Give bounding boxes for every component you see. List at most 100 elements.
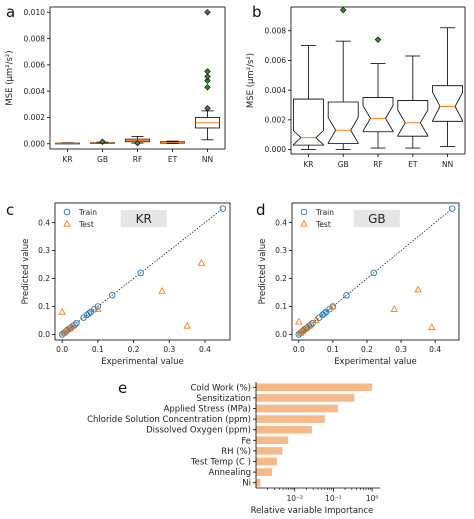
x-tick-label: 0.3 <box>395 345 407 354</box>
test-point <box>58 307 66 315</box>
legend-train-label: Train <box>315 208 334 217</box>
bar-label: Applied Stress (MPa) <box>164 405 251 415</box>
importance-bar <box>256 383 373 392</box>
y-tick-label: 0.000 <box>24 139 46 148</box>
test-point <box>427 323 436 331</box>
outlier-point <box>204 105 211 112</box>
y-axis-label: Predicted value <box>21 239 31 305</box>
test-point <box>158 286 166 294</box>
outlier-point <box>204 83 211 91</box>
y-tick-label: 0.3 <box>275 246 287 255</box>
x-tick-label: GB <box>338 160 349 169</box>
train-point <box>108 292 116 299</box>
panel-label-a: a <box>6 3 15 21</box>
y-tick-label: 0.006 <box>24 61 46 70</box>
test-point <box>414 285 422 293</box>
x-tick-label: 0.3 <box>163 345 175 354</box>
outlier-point <box>374 36 382 43</box>
x-tick-label: 0.0 <box>293 345 305 354</box>
legend-test-marker <box>300 219 308 227</box>
box <box>362 97 394 133</box>
axes-frame-c <box>54 202 231 341</box>
y-tick-label: 0.1 <box>38 302 50 311</box>
panel-label-c: c <box>6 201 14 219</box>
identity-line <box>298 208 453 335</box>
train-point <box>448 205 456 212</box>
x-tick-label: 0.0 <box>56 345 68 354</box>
importance-bar <box>256 468 273 476</box>
x-tick-label: ET <box>168 155 178 164</box>
x-axis-label: Experimental value <box>334 357 417 367</box>
box <box>327 101 359 145</box>
y-axis-label: Predicted value <box>258 239 268 305</box>
y-tick-label: 0.000 <box>265 145 287 154</box>
legend-train-marker <box>300 208 308 216</box>
train-point <box>219 205 227 212</box>
train-point <box>73 319 80 327</box>
importance-bar <box>256 394 355 402</box>
outlier-point <box>134 139 141 147</box>
outlier-point <box>99 138 106 145</box>
test-point <box>94 305 102 312</box>
chart-title: KR <box>136 212 152 226</box>
y-tick-label: 0.1 <box>275 302 287 311</box>
box <box>432 85 464 122</box>
importance-bar <box>256 404 338 413</box>
x-tick-label: ET <box>408 160 418 169</box>
x-tick-label: KR <box>62 155 72 164</box>
train-point <box>321 310 328 317</box>
y-axis-label: MSE (μm²/s²) <box>246 53 256 108</box>
test-point <box>197 258 206 266</box>
x-tick-label: 10⁰ <box>366 494 379 503</box>
train-point <box>370 269 378 277</box>
y-tick-label: 0.004 <box>24 87 46 96</box>
test-point <box>183 321 191 329</box>
x-axis-label: Experimental value <box>101 357 184 367</box>
bar-label: Annealing <box>208 468 251 478</box>
y-tick-label: 0.002 <box>265 116 287 125</box>
importance-bar <box>256 425 313 434</box>
y-tick-label: 0.0 <box>275 330 287 339</box>
bar-label: Sensitization <box>197 394 251 404</box>
y-tick-label: 0.004 <box>265 86 287 95</box>
importance-bar <box>256 415 325 423</box>
y-tick-label: 0.002 <box>24 113 46 122</box>
x-tick-label: KR <box>303 160 313 169</box>
panel-label-b: b <box>252 3 262 21</box>
bar-label: Dissolved Oxygen (ppm) <box>146 426 251 436</box>
importance-bar <box>256 436 289 445</box>
train-point <box>94 303 102 310</box>
panel-label-d: d <box>256 201 266 219</box>
outlier-point <box>204 68 211 75</box>
x-tick-label: RF <box>373 160 383 169</box>
y-tick-label: 0.0 <box>38 330 50 339</box>
x-tick-label: NN <box>202 155 213 164</box>
test-point <box>329 302 337 310</box>
x-tick-label: GB <box>97 155 108 164</box>
y-tick-label: 0.008 <box>24 34 46 43</box>
test-point <box>296 328 305 336</box>
legend-train-marker <box>63 208 71 216</box>
test-point <box>60 328 68 336</box>
y-tick-label: 0.010 <box>24 8 46 17</box>
box-plot-b: 0.000 0.002 0.004 0.006 0.008 MSE (μm²/s²) KR G… <box>246 6 466 169</box>
y-tick-label: 0.006 <box>265 56 287 65</box>
y-tick-label: 0.4 <box>275 218 287 227</box>
legend-test-marker <box>63 219 71 227</box>
x-axis-label: Relative variable Importance <box>251 506 374 516</box>
train-point <box>85 310 93 317</box>
axes-frame-d <box>291 202 460 341</box>
x-tick-label: 0.1 <box>92 345 104 354</box>
title-box <box>120 210 167 227</box>
scatter-plot-c: 0.0 0.1 0.2 0.3 0.4 0.0 0.1 0.2 0.3 0.4 Experiment… <box>21 202 231 367</box>
y-tick-label: 0.2 <box>38 274 50 283</box>
box <box>397 100 429 137</box>
y-tick-label: 0.4 <box>38 218 50 227</box>
x-tick-label: 0.2 <box>128 345 140 354</box>
test-point <box>305 321 313 329</box>
panel-label-e: e <box>118 379 127 397</box>
box-plot-a: 0.000 0.002 0.004 0.006 0.008 0.010 MSE (μm²/s… <box>5 6 226 164</box>
legend-test-label: Test <box>78 220 94 229</box>
x-tick-label: RF <box>133 155 143 164</box>
